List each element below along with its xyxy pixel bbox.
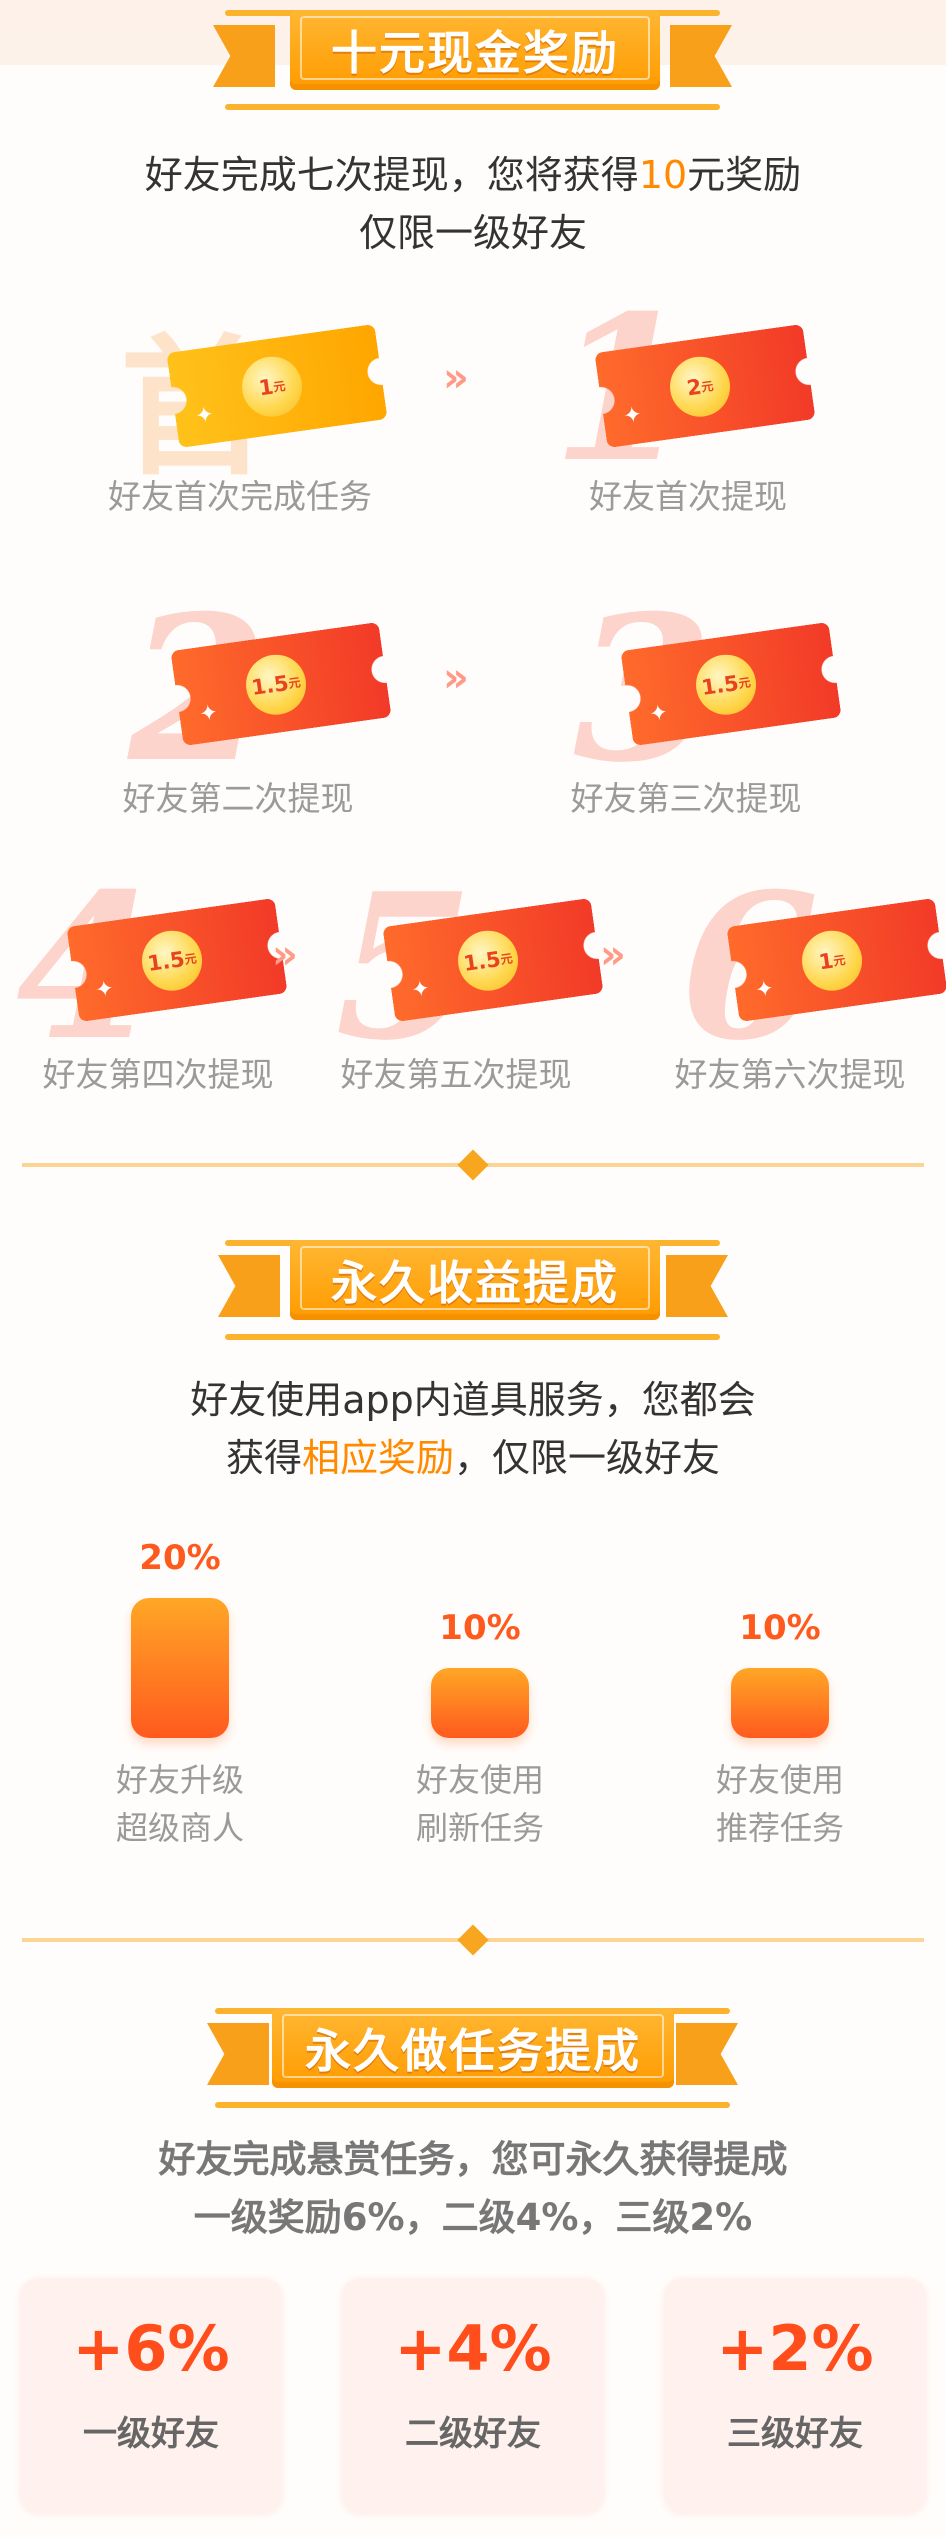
step-label: 好友第四次提现	[42, 1055, 274, 1094]
bar-percent: 10%	[439, 1608, 521, 1648]
income-description: 好友使用app内道具服务，您都会	[190, 1378, 756, 1422]
bar-label: 好友使用 推荐任务	[715, 1761, 844, 1847]
percent-bar	[431, 1668, 529, 1738]
bar-label: 好友使用 刷新任务	[415, 1761, 544, 1847]
double-chevron-right-icon: »	[443, 355, 469, 401]
sparkle-icon: ✦	[197, 700, 220, 728]
ribbon-bottom-line	[215, 2102, 730, 2108]
step-label: 好友第六次提现	[674, 1055, 906, 1094]
ribbon-title-box: 十元现金奖励	[290, 10, 660, 90]
cash-reward-description: 好友完成七次提现，您将获得10元奖励	[144, 153, 802, 197]
section-header-permanent-income: 永久收益提成	[0, 1230, 946, 1370]
bar-label: 好友升级 超级商人	[115, 1761, 244, 1847]
reward-coin: 1.5 元	[692, 650, 760, 719]
friend-level: 二级好友	[405, 2414, 541, 2454]
ribbon-title-box: 永久做任务提成	[272, 2008, 674, 2088]
ribbon-bottom-line	[225, 1334, 720, 1340]
section-divider	[22, 1924, 924, 1956]
section-header-task-commission: 永久做任务提成	[0, 1998, 946, 2138]
double-chevron-right-icon: »	[600, 932, 626, 978]
ribbon-left-tail	[207, 2023, 269, 2085]
percent-bar	[731, 1668, 829, 1738]
commission-value: +2%	[716, 2312, 874, 2385]
ribbon-right-tail	[666, 1255, 728, 1317]
sparkle-icon: ✦	[753, 976, 776, 1004]
section-divider	[22, 1149, 924, 1181]
step-label: 好友第五次提现	[340, 1055, 572, 1094]
section-header-cash-reward: 十元现金奖励	[0, 0, 946, 140]
ribbon-left-tail	[213, 25, 275, 87]
sparkle-icon: ✦	[621, 402, 644, 430]
commission-rates: 一级奖励6%，二级4%，三级2%	[193, 2196, 753, 2239]
step-label: 好友首次完成任务	[108, 477, 372, 516]
sparkle-icon: ✦	[647, 700, 670, 728]
commission-description: 好友完成悬赏任务，您可永久获得提成	[158, 2138, 788, 2181]
commission-tile-level-3: +2% 三级好友	[664, 2278, 926, 2512]
ribbon-title-box: 永久收益提成	[290, 1240, 660, 1320]
section-title: 十元现金奖励	[331, 26, 619, 80]
sparkle-icon: ✦	[93, 976, 116, 1004]
commission-value: +6%	[72, 2312, 230, 2385]
sparkle-icon: ✦	[409, 976, 432, 1004]
percent-bar	[131, 1598, 229, 1738]
step-label: 好友第三次提现	[570, 779, 802, 818]
commission-value: +4%	[394, 2312, 552, 2385]
section-title: 永久收益提成	[331, 1256, 619, 1310]
reward-coin: 1.5 元	[454, 926, 522, 995]
bar-percent: 20%	[139, 1538, 221, 1578]
section-title: 永久做任务提成	[305, 2024, 641, 2078]
friend-level: 一级好友	[83, 2414, 219, 2454]
friend-level: 三级好友	[727, 2414, 863, 2454]
commission-tile-level-1: +6% 一级好友	[20, 2278, 282, 2512]
income-restriction: 获得相应奖励，仅限一级好友	[225, 1436, 721, 1480]
reward-coin: 1.5 元	[242, 650, 310, 719]
commission-tile-level-2: +4% 二级好友	[342, 2278, 604, 2512]
double-chevron-right-icon: »	[443, 655, 469, 701]
step-label: 好友首次提现	[589, 477, 787, 516]
reward-coin: 1.5 元	[138, 926, 206, 995]
double-chevron-right-icon: »	[272, 932, 298, 978]
cash-reward-restriction: 仅限一级好友	[358, 211, 587, 255]
reward-amount-highlight: 10	[638, 153, 688, 197]
ribbon-right-tail	[670, 25, 732, 87]
reward-highlight: 相应奖励	[301, 1436, 454, 1480]
ribbon-bottom-line	[225, 104, 720, 110]
ribbon-right-tail	[676, 2023, 738, 2085]
step-label: 好友第二次提现	[122, 779, 354, 818]
ribbon-left-tail	[218, 1255, 280, 1317]
bar-percent: 10%	[739, 1608, 821, 1648]
sparkle-icon: ✦	[193, 402, 216, 430]
